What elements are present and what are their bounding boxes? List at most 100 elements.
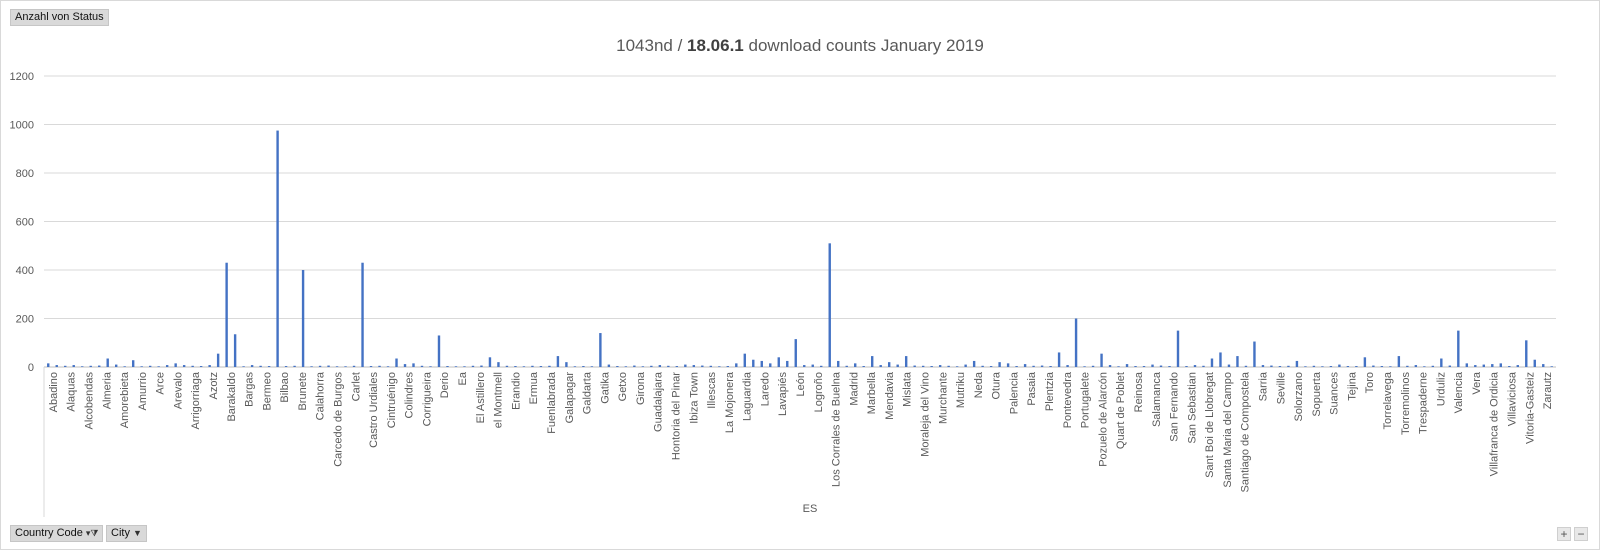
x-tick-label: Lavapiés bbox=[777, 372, 789, 417]
bar bbox=[284, 366, 288, 367]
collapse-minus-button[interactable]: − bbox=[1574, 527, 1588, 541]
x-tick-label: Amurrio bbox=[137, 372, 149, 411]
bar bbox=[148, 365, 152, 367]
bar bbox=[1193, 365, 1197, 367]
bar bbox=[794, 339, 797, 367]
bar bbox=[259, 365, 262, 367]
bar bbox=[199, 366, 203, 367]
bar bbox=[1329, 366, 1333, 367]
bar bbox=[1057, 352, 1061, 367]
city-filter-button[interactable]: City ▼ bbox=[106, 525, 147, 542]
bar bbox=[573, 366, 577, 367]
bar bbox=[862, 366, 865, 367]
expand-plus-button[interactable]: + bbox=[1557, 527, 1571, 541]
x-tick-label: Ibiza Town bbox=[688, 372, 700, 424]
bar bbox=[964, 364, 967, 367]
x-tick-label: Valencia bbox=[1453, 371, 1465, 413]
x-tick-label: Los Corrales de Buelna bbox=[831, 371, 843, 487]
bar bbox=[1431, 365, 1435, 367]
bar bbox=[352, 365, 356, 367]
bar bbox=[1142, 366, 1146, 367]
bar bbox=[1151, 364, 1154, 367]
bar bbox=[1550, 366, 1553, 367]
x-tick-label: Solorzano bbox=[1293, 372, 1305, 422]
bar bbox=[1219, 352, 1222, 367]
bar bbox=[1482, 364, 1485, 367]
x-tick-label: Gatika bbox=[599, 371, 611, 404]
city-filter-label: City bbox=[111, 527, 130, 539]
value-field-button[interactable]: Anzahl von Status bbox=[10, 9, 109, 26]
bar bbox=[1406, 365, 1409, 367]
x-tick-label: Carcedo de Burgos bbox=[333, 372, 345, 467]
x-tick-label: Reinosa bbox=[1133, 371, 1145, 412]
x-tick-label: Derio bbox=[439, 372, 451, 398]
bar bbox=[420, 365, 424, 367]
bar bbox=[718, 366, 721, 367]
bar bbox=[327, 365, 330, 367]
bar bbox=[1168, 366, 1171, 367]
x-tick-label: Abadino bbox=[48, 372, 60, 412]
bar bbox=[1389, 366, 1392, 367]
x-tick-label: Santa Maria del Campo bbox=[1222, 372, 1234, 488]
bar bbox=[726, 366, 729, 367]
bar bbox=[64, 365, 67, 367]
bar bbox=[930, 366, 933, 367]
bar bbox=[913, 365, 916, 367]
bar bbox=[471, 365, 475, 367]
bar bbox=[904, 356, 908, 367]
bar bbox=[123, 366, 126, 367]
x-tick-label: Guadalajara bbox=[653, 371, 665, 432]
bar bbox=[1397, 356, 1401, 367]
bar bbox=[361, 262, 364, 367]
bar bbox=[989, 366, 993, 367]
bar bbox=[514, 366, 517, 367]
bar bbox=[1474, 365, 1477, 367]
chart-title: 1043nd / 18.06.1 download counts January… bbox=[0, 36, 1600, 56]
y-tick-label: 1200 bbox=[10, 71, 34, 83]
bar bbox=[599, 333, 602, 367]
x-tick-label: Galapagar bbox=[564, 372, 576, 424]
x-tick-label: Moraleja del Vino bbox=[920, 372, 932, 457]
bar bbox=[233, 334, 237, 367]
x-tick-label: Cintruénigo bbox=[386, 372, 398, 428]
bar bbox=[1049, 366, 1052, 367]
x-tick-label: Tejina bbox=[1346, 371, 1358, 401]
bar bbox=[1372, 365, 1375, 367]
bar bbox=[896, 364, 899, 367]
bar bbox=[803, 365, 806, 367]
bar bbox=[556, 356, 560, 367]
bar bbox=[539, 366, 543, 367]
x-tick-label: Vitoria-Gasteiz bbox=[1524, 372, 1536, 444]
bar bbox=[590, 366, 594, 367]
x-tick-label: Torremolinos bbox=[1400, 372, 1412, 435]
x-tick-label: Castro Urdiales bbox=[368, 372, 380, 448]
bar bbox=[403, 364, 407, 367]
bar bbox=[191, 365, 194, 367]
bar bbox=[1346, 366, 1350, 367]
bar bbox=[522, 366, 526, 367]
x-tick-label: San Fernando bbox=[1169, 372, 1181, 442]
bar bbox=[624, 366, 628, 367]
bar bbox=[250, 365, 254, 367]
bar bbox=[692, 365, 696, 367]
x-tick-label: Corrigueira bbox=[421, 371, 433, 426]
bar bbox=[938, 365, 942, 367]
bar bbox=[616, 366, 619, 367]
bar bbox=[488, 357, 492, 367]
bar bbox=[565, 362, 568, 367]
bar bbox=[301, 270, 305, 367]
x-tick-label: Fuenlabrada bbox=[546, 371, 558, 434]
x-tick-label: Alcobendas bbox=[83, 372, 95, 430]
x-tick-label: Otura bbox=[991, 371, 1003, 399]
bar bbox=[972, 360, 976, 367]
bar bbox=[828, 243, 831, 367]
bar bbox=[607, 364, 611, 367]
x-tick-label: Galdarta bbox=[582, 371, 594, 414]
x-tick-label: Marbella bbox=[866, 371, 878, 414]
bar bbox=[115, 364, 118, 367]
bar bbox=[1134, 366, 1137, 367]
bar bbox=[1159, 365, 1163, 367]
country-code-filter-button[interactable]: Country Code ▾⧩ bbox=[10, 525, 104, 542]
value-field-label: Anzahl von Status bbox=[15, 11, 104, 23]
bar bbox=[208, 365, 211, 367]
